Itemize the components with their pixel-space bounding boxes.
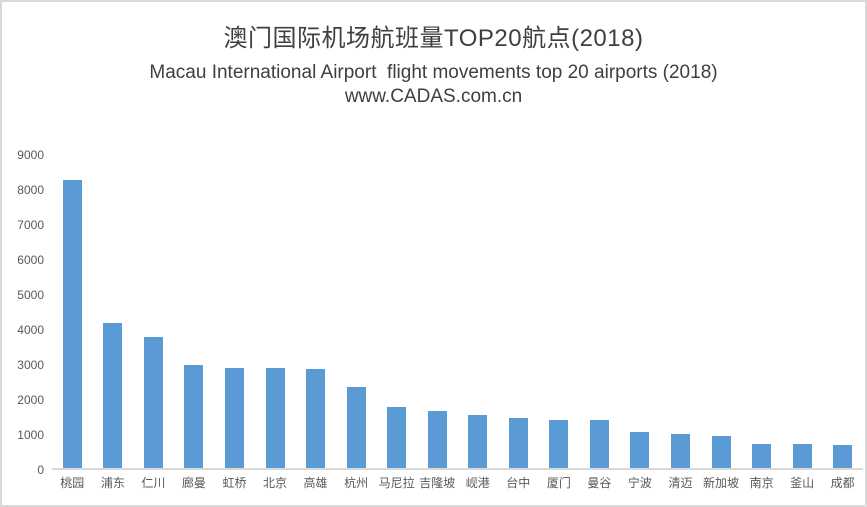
y-axis: 0 1000 2000 3000 4000 5000 6000 7000 8000 9000 (2, 2, 48, 505)
y-tick-label: 3000 (17, 357, 44, 372)
bar-虹桥 (224, 367, 244, 469)
x-tick-label: 吉隆坡 (419, 476, 456, 490)
chart-subtitle: Macau International Airport flight movem… (149, 62, 718, 83)
x-tick-label: 釜山 (790, 476, 815, 490)
bar-cell (174, 154, 215, 469)
bar-cell (660, 154, 701, 469)
bar-釜山 (792, 443, 812, 469)
x-tick-label: 厦门 (546, 476, 571, 490)
bar-新加坡 (711, 435, 731, 469)
bar-南京 (752, 443, 772, 469)
bar-cell (701, 154, 742, 469)
y-tick-label: 8000 (17, 182, 44, 197)
chart-watermark-url: www.CADAS.com.cn (344, 86, 523, 107)
bar-cell (417, 154, 458, 469)
bar-cell (498, 154, 539, 469)
y-tick-label: 6000 (17, 252, 44, 267)
bar-桃园 (62, 180, 82, 469)
bar-厦门 (549, 419, 569, 469)
bar-吉隆坡 (427, 410, 447, 469)
x-tick-label: 新加坡 (703, 476, 740, 490)
bar-cell (295, 154, 336, 469)
bar-cell (579, 154, 620, 469)
x-tick-label: 浦东 (100, 476, 125, 490)
y-tick-label: 2000 (17, 392, 44, 407)
plot-area (52, 154, 863, 470)
bar-cell (133, 154, 174, 469)
bar-岘港 (468, 414, 488, 469)
x-tick-label: 马尼拉 (378, 476, 415, 490)
y-tick-label: 4000 (17, 322, 44, 337)
bar-cell (336, 154, 377, 469)
bar-cell (620, 154, 661, 469)
bar-曼谷 (589, 419, 609, 469)
bar-cell (457, 154, 498, 469)
y-tick-label: 1000 (17, 427, 44, 442)
bar-成都 (833, 444, 853, 469)
x-tick-label: 清迈 (668, 476, 693, 490)
bar-台中 (508, 417, 528, 469)
x-tick-label: 曼谷 (587, 476, 612, 490)
bar-series (52, 154, 863, 469)
x-tick-label: 仁川 (141, 476, 166, 490)
bar-cell (93, 154, 134, 469)
x-tick-label: 宁波 (627, 476, 652, 490)
y-tick-label: 0 (37, 462, 44, 477)
x-axis-line (52, 468, 863, 470)
bar-廊曼 (184, 365, 204, 469)
x-tick-label: 廊曼 (181, 476, 206, 490)
bar-cell (539, 154, 580, 469)
bar-cell (822, 154, 863, 469)
bar-cell (52, 154, 93, 469)
x-tick-label: 杭州 (344, 476, 369, 490)
y-tick-label: 5000 (17, 287, 44, 302)
x-tick-label: 北京 (263, 476, 288, 490)
bar-仁川 (143, 337, 163, 469)
x-axis: 桃园 浦东 仁川 廊曼 虹桥 北京 高雄 杭州 马尼拉 吉隆坡 岘港 台中 厦门 曼谷 宁波 清迈 新加坡 南京 釜… (52, 476, 863, 491)
bar-马尼拉 (387, 406, 407, 469)
x-tick-label: 桃园 (60, 476, 85, 490)
chart-title: 澳门国际机场航班量TOP20航点(2018) (223, 25, 644, 52)
bar-宁波 (630, 431, 650, 469)
bar-cell (741, 154, 782, 469)
bar-cell (255, 154, 296, 469)
bar-cell (214, 154, 255, 469)
bar-cell (782, 154, 823, 469)
bar-北京 (265, 368, 285, 469)
y-tick-label: 9000 (17, 147, 44, 162)
x-tick-label: 岘港 (465, 476, 490, 490)
x-tick-label: 高雄 (303, 476, 328, 490)
y-tick-label: 7000 (17, 217, 44, 232)
bar-杭州 (346, 387, 366, 469)
bar-高雄 (306, 369, 326, 469)
bar-清迈 (670, 433, 690, 469)
x-tick-label: 虹桥 (222, 476, 247, 490)
x-tick-label: 台中 (506, 476, 531, 490)
x-tick-label: 南京 (749, 476, 774, 490)
bar-浦东 (103, 323, 123, 469)
bar-cell (376, 154, 417, 469)
x-tick-label: 成都 (830, 476, 855, 490)
title-block: 澳门国际机场航班量TOP20航点(2018) Macau Internation… (2, 24, 865, 109)
